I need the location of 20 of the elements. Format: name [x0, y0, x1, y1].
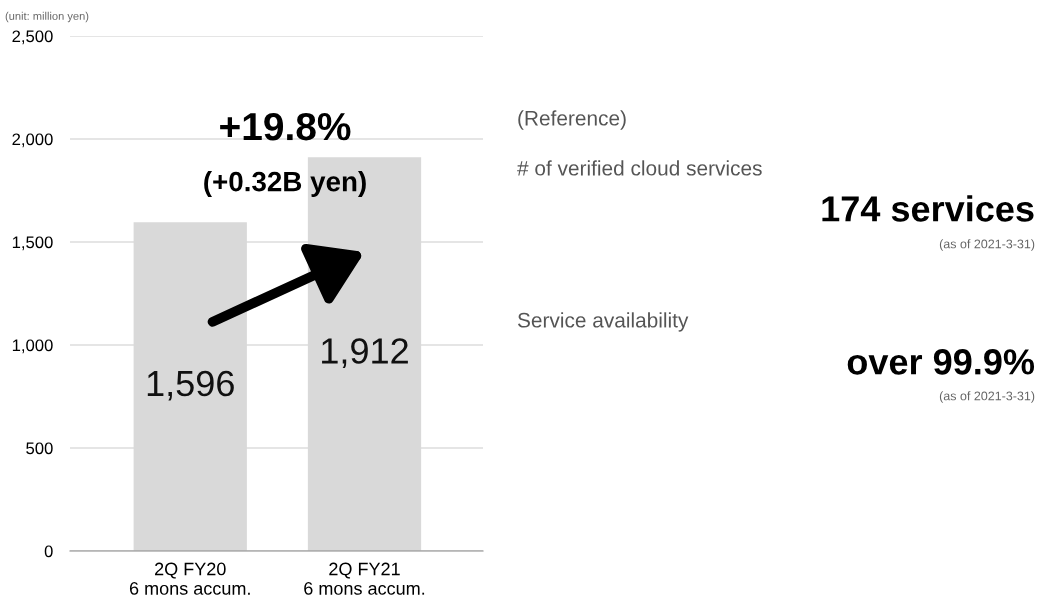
y-tick-label: 500	[26, 442, 53, 455]
text: # of verified cloud services	[517, 160, 762, 176]
text: Service availability	[517, 312, 689, 332]
text: (as of 2021-3-31)	[939, 239, 1035, 251]
annotation: (+0.32B yen)	[204, 171, 366, 197]
x-tick-label: 2Q FY20 6 mons accum.	[129, 562, 250, 595]
text: 174 services	[822, 195, 1034, 222]
text: (unit: million yen)	[5, 11, 89, 23]
text: (Reference)	[518, 110, 626, 130]
y-tick-label: 1,000	[12, 339, 53, 354]
text: over 99.9%	[847, 349, 1035, 375]
y-tick-label: 2,000	[12, 133, 53, 148]
y-tick-label: 2,500	[12, 30, 53, 45]
data-label: 1,912	[322, 338, 408, 369]
data-label: 1,596	[147, 370, 234, 401]
annotation: +19.8%	[220, 112, 351, 141]
x-tick-label: 2Q FY21 6 mons accum.	[304, 562, 425, 595]
text: (as of 2021-3-31)	[939, 391, 1035, 403]
y-tick-label: 1,500	[12, 236, 53, 251]
y-tick-label: 0	[44, 545, 53, 558]
